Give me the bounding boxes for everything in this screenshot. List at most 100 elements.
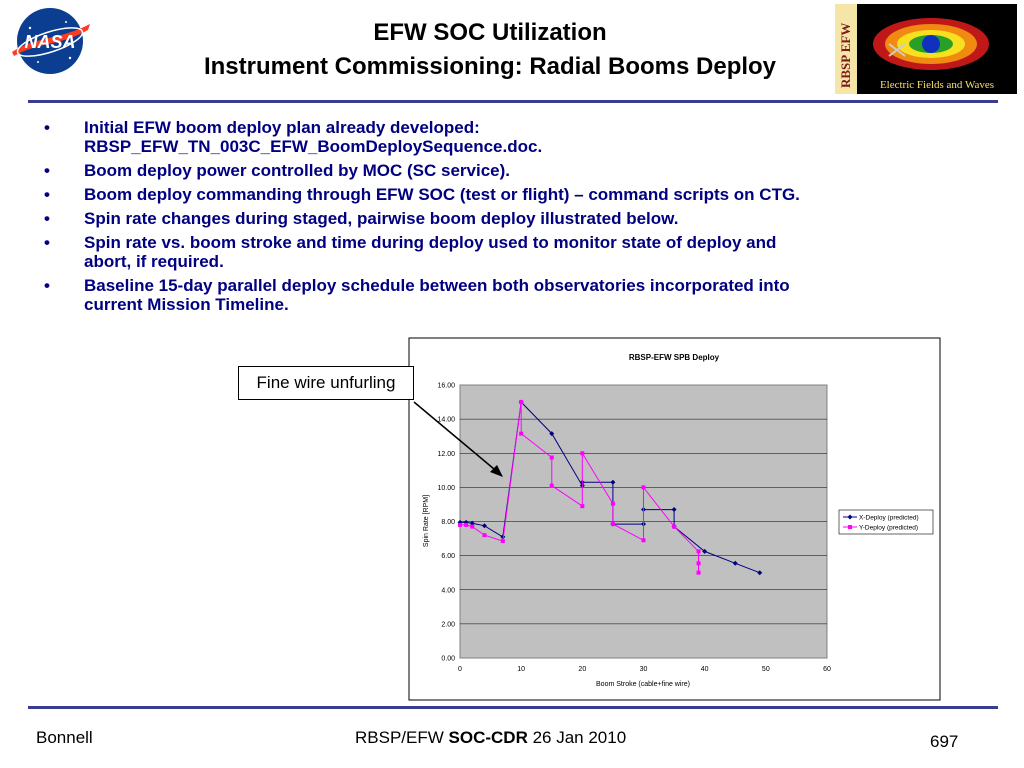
bullet-dot: • [44, 209, 50, 228]
legend-label-y-deploy: Y-Deploy (predicted) [859, 525, 918, 532]
plot-area [459, 384, 828, 659]
y-deploy-point [580, 451, 585, 456]
y-deploy-point [641, 485, 646, 490]
y-deploy-point [610, 522, 615, 527]
legend-marker-y-deploy [848, 525, 852, 529]
footer-author: Bonnell [36, 728, 93, 747]
y-deploy-point [696, 561, 701, 566]
footer-event: RBSP/EFW SOC-CDR 26 Jan 2010 [355, 728, 626, 748]
x-axis-label: Boom Stroke (cable+fine wire) [596, 681, 690, 688]
bullet-dot: • [44, 233, 50, 252]
x-deploy-point [463, 519, 469, 525]
footer-event-prefix: RBSP/EFW [355, 728, 449, 747]
x-tick-label: 60 [823, 666, 831, 673]
x-deploy-point [671, 507, 677, 513]
x-deploy-point [579, 479, 585, 485]
x-deploy-point [732, 560, 738, 566]
y-deploy-point [458, 522, 462, 527]
x-deploy-point [610, 521, 616, 527]
legend-label-x-deploy: X-Deploy (predicted) [859, 515, 919, 522]
y-deploy-point [672, 524, 677, 529]
bullet-list: • Initial EFW boom deploy plan already d… [44, 118, 964, 319]
footer-event-suffix: 26 Jan 2010 [527, 728, 627, 747]
bottom-divider [28, 706, 998, 709]
y-deploy-point [500, 539, 505, 544]
bullet-dot: • [44, 276, 50, 295]
y-tick-label: 10.00 [437, 485, 455, 492]
y-deploy-point [549, 483, 554, 488]
bullet-text: Boom deploy power controlled by MOC (SC … [84, 161, 511, 180]
bullet-text-cont: current Mission Timeline. [84, 295, 289, 314]
y-deploy-point [696, 570, 701, 575]
y-tick-label: 16.00 [437, 383, 455, 390]
y-deploy-series-line [460, 402, 699, 573]
x-tick-label: 0 [458, 666, 462, 673]
x-deploy-point [518, 399, 524, 405]
bullet-item: • Spin rate vs. boom stroke and time dur… [44, 233, 964, 271]
y-tick-label: 12.00 [437, 451, 455, 458]
y-deploy-point [610, 501, 615, 506]
y-tick-label: 6.00 [441, 553, 455, 560]
chart-title: RBSP-EFW SPB Deploy [629, 353, 720, 362]
y-deploy-point [696, 549, 701, 554]
y-deploy-point [482, 533, 487, 538]
bullet-item: • Spin rate changes during staged, pairw… [44, 209, 964, 228]
bullet-text-cont: abort, if required. [84, 252, 224, 271]
chart-frame [408, 337, 941, 701]
x-deploy-point [641, 521, 646, 527]
bullet-text: Boom deploy commanding through EFW SOC (… [84, 185, 800, 204]
y-deploy-point [470, 524, 475, 529]
bullet-text: Baseline 15-day parallel deploy schedule… [84, 276, 790, 295]
callout-arrow [413, 401, 501, 475]
efw-logo-side-text: RBSP EFW [838, 23, 853, 88]
x-tick-label: 40 [701, 666, 709, 673]
slide-title-line1: EFW SOC Utilization [373, 19, 607, 46]
y-tick-label: 14.00 [437, 417, 455, 424]
x-deploy-point [457, 519, 463, 525]
x-deploy-point [500, 534, 506, 540]
page-number: 697 [930, 732, 959, 751]
x-deploy-point [757, 570, 763, 576]
bullet-dot: • [44, 118, 50, 137]
bullet-item: • Initial EFW boom deploy plan already d… [44, 118, 964, 156]
y-deploy-point [580, 504, 585, 509]
bullet-dot: • [44, 185, 50, 204]
x-deploy-point [702, 548, 708, 554]
y-tick-label: 2.00 [441, 621, 455, 628]
top-divider [28, 100, 998, 103]
efw-logo-caption: Electric Fields and Waves [880, 79, 994, 91]
x-deploy-point [579, 483, 585, 489]
bullet-text: Initial EFW boom deploy plan already dev… [84, 118, 480, 137]
y-deploy-point [641, 538, 646, 543]
x-deploy-point [641, 507, 646, 513]
fine-wire-callout: Fine wire unfurling [238, 366, 414, 400]
x-deploy-point [469, 520, 475, 526]
x-deploy-point [549, 431, 555, 437]
footer-event-bold: SOC-CDR [448, 728, 528, 747]
bullet-dot: • [44, 161, 50, 180]
y-deploy-point [519, 431, 524, 436]
y-tick-label: 0.00 [441, 656, 455, 663]
y-tick-label: 4.00 [441, 587, 455, 594]
chart-legend [838, 509, 934, 535]
x-deploy-point [481, 523, 487, 529]
y-deploy-point [519, 400, 524, 405]
slide-title-line2: Instrument Commissioning: Radial Booms D… [203, 53, 777, 80]
bullet-item: • Boom deploy commanding through EFW SOC… [44, 185, 964, 204]
legend-marker-x-deploy [847, 514, 853, 520]
slide-title: EFW SOC Utilization Instrument Commissio… [130, 16, 850, 84]
nasa-logo: NASA [12, 8, 90, 74]
x-tick-label: 30 [640, 666, 648, 673]
bullet-text-cont: RBSP_EFW_TN_003C_EFW_BoomDeploySequence.… [84, 137, 543, 156]
bullet-item: • Baseline 15-day parallel deploy schedu… [44, 276, 964, 314]
efw-logo: RBSP EFW Electric Fields and Waves [835, 4, 1017, 94]
y-axis-label: Spin Rate [RPM] [423, 495, 430, 547]
x-deploy-point [610, 479, 616, 485]
x-deploy-series-line [460, 401, 760, 574]
y-deploy-point [549, 455, 554, 460]
bullet-item: • Boom deploy power controlled by MOC (S… [44, 161, 964, 180]
x-tick-label: 20 [578, 666, 586, 673]
bullet-text: Spin rate vs. boom stroke and time durin… [84, 233, 777, 252]
x-tick-label: 10 [517, 666, 525, 673]
